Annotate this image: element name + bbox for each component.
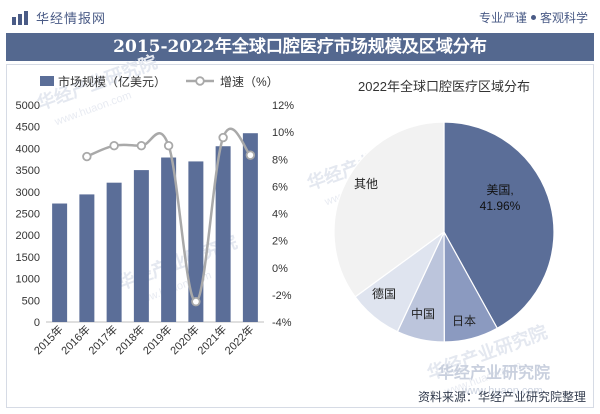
growth-point xyxy=(136,140,147,151)
x-tick-label: 2018年 xyxy=(113,322,148,357)
page-title: 2015-2022年全球口腔医疗市场规模及区域分布 xyxy=(6,33,594,61)
brand: 华经情报网 xyxy=(12,8,106,27)
x-tick-label: 2019年 xyxy=(140,322,175,357)
bar xyxy=(79,194,95,322)
legend-bar-swatch xyxy=(40,76,54,86)
pie-slice-label: 其他 xyxy=(354,177,378,191)
growth-point xyxy=(163,140,174,151)
y-left-tick-label: 2000 xyxy=(16,230,40,242)
y-left-tick-label: 4000 xyxy=(16,143,40,155)
y-left-tick-label: 5000 xyxy=(16,100,40,112)
bar xyxy=(215,146,231,322)
bar xyxy=(242,133,258,322)
bar xyxy=(133,170,149,322)
growth-point xyxy=(82,151,92,162)
brand-name: 华经情报网 xyxy=(36,11,107,26)
y-left-tick-label: 4500 xyxy=(16,122,40,134)
pie-slice-label: 德国 xyxy=(372,286,396,301)
x-tick-label: 2022年 xyxy=(222,322,257,357)
chart-panel xyxy=(6,64,594,408)
x-tick-label: 2021年 xyxy=(194,322,229,357)
pie-slice-label: 中国 xyxy=(411,306,435,321)
bar xyxy=(188,161,204,322)
y-right-tick-label: 8% xyxy=(272,154,288,166)
y-left-tick-label: 1000 xyxy=(16,274,40,286)
legend-line-label: 增速（%） xyxy=(220,75,279,89)
y-left-tick-label: 3500 xyxy=(16,165,40,177)
y-right-tick-label: 0% xyxy=(272,263,288,275)
pie-slice-label: 美国, xyxy=(486,183,513,197)
growth-point xyxy=(191,296,201,307)
slogan: 专业严谨 客观科学 xyxy=(479,9,588,26)
growth-point xyxy=(109,140,119,151)
y-left-tick-label: 2500 xyxy=(16,209,40,221)
pie-title: 2022年全球口腔医疗区域分布 xyxy=(358,79,530,94)
slogan-dot-icon xyxy=(530,15,536,20)
growth-point xyxy=(218,132,228,143)
y-right-tick-label: 4% xyxy=(272,209,288,221)
y-right-tick-label: 6% xyxy=(272,181,288,193)
brand-logo-icon xyxy=(12,10,28,25)
slogan-right: 客观科学 xyxy=(539,11,588,25)
y-left-tick-label: 3000 xyxy=(16,187,40,199)
pie-slice xyxy=(333,121,445,298)
legend-bar-label: 市场规模（亿美元） xyxy=(58,74,166,89)
source-note: 资料来源：华经产业研究院整理 xyxy=(417,390,586,404)
y-right-tick-label: 2% xyxy=(272,236,288,248)
y-right-tick-label: 12% xyxy=(272,100,294,112)
y-left-tick-label: 500 xyxy=(22,295,40,307)
slogan-left: 专业严谨 xyxy=(478,11,527,25)
legend-line-marker xyxy=(195,76,205,86)
bar xyxy=(161,157,177,322)
pie-slice-value: 41.96% xyxy=(480,199,521,213)
y-left-tick-label: 0 xyxy=(34,317,40,329)
pie-slice xyxy=(443,121,555,330)
y-right-tick-label: -2% xyxy=(272,290,292,302)
y-right-tick-label: -4% xyxy=(272,317,292,329)
x-tick-label: 2017年 xyxy=(85,322,120,357)
bar xyxy=(52,203,68,322)
x-tick-label: 2020年 xyxy=(167,322,202,357)
watermark-name: 华经产业研究院 xyxy=(438,363,550,382)
y-right-tick-label: 10% xyxy=(272,127,294,139)
pie-slice-label: 日本 xyxy=(452,314,476,328)
growth-point xyxy=(245,150,256,160)
watermark-url: www.huaon.com xyxy=(461,385,543,397)
x-tick-label: 2016年 xyxy=(58,322,93,357)
y-left-tick-label: 1500 xyxy=(16,252,40,264)
bar xyxy=(106,182,122,322)
top-bar: 华经情报网 专业严谨 客观科学 xyxy=(0,0,600,32)
